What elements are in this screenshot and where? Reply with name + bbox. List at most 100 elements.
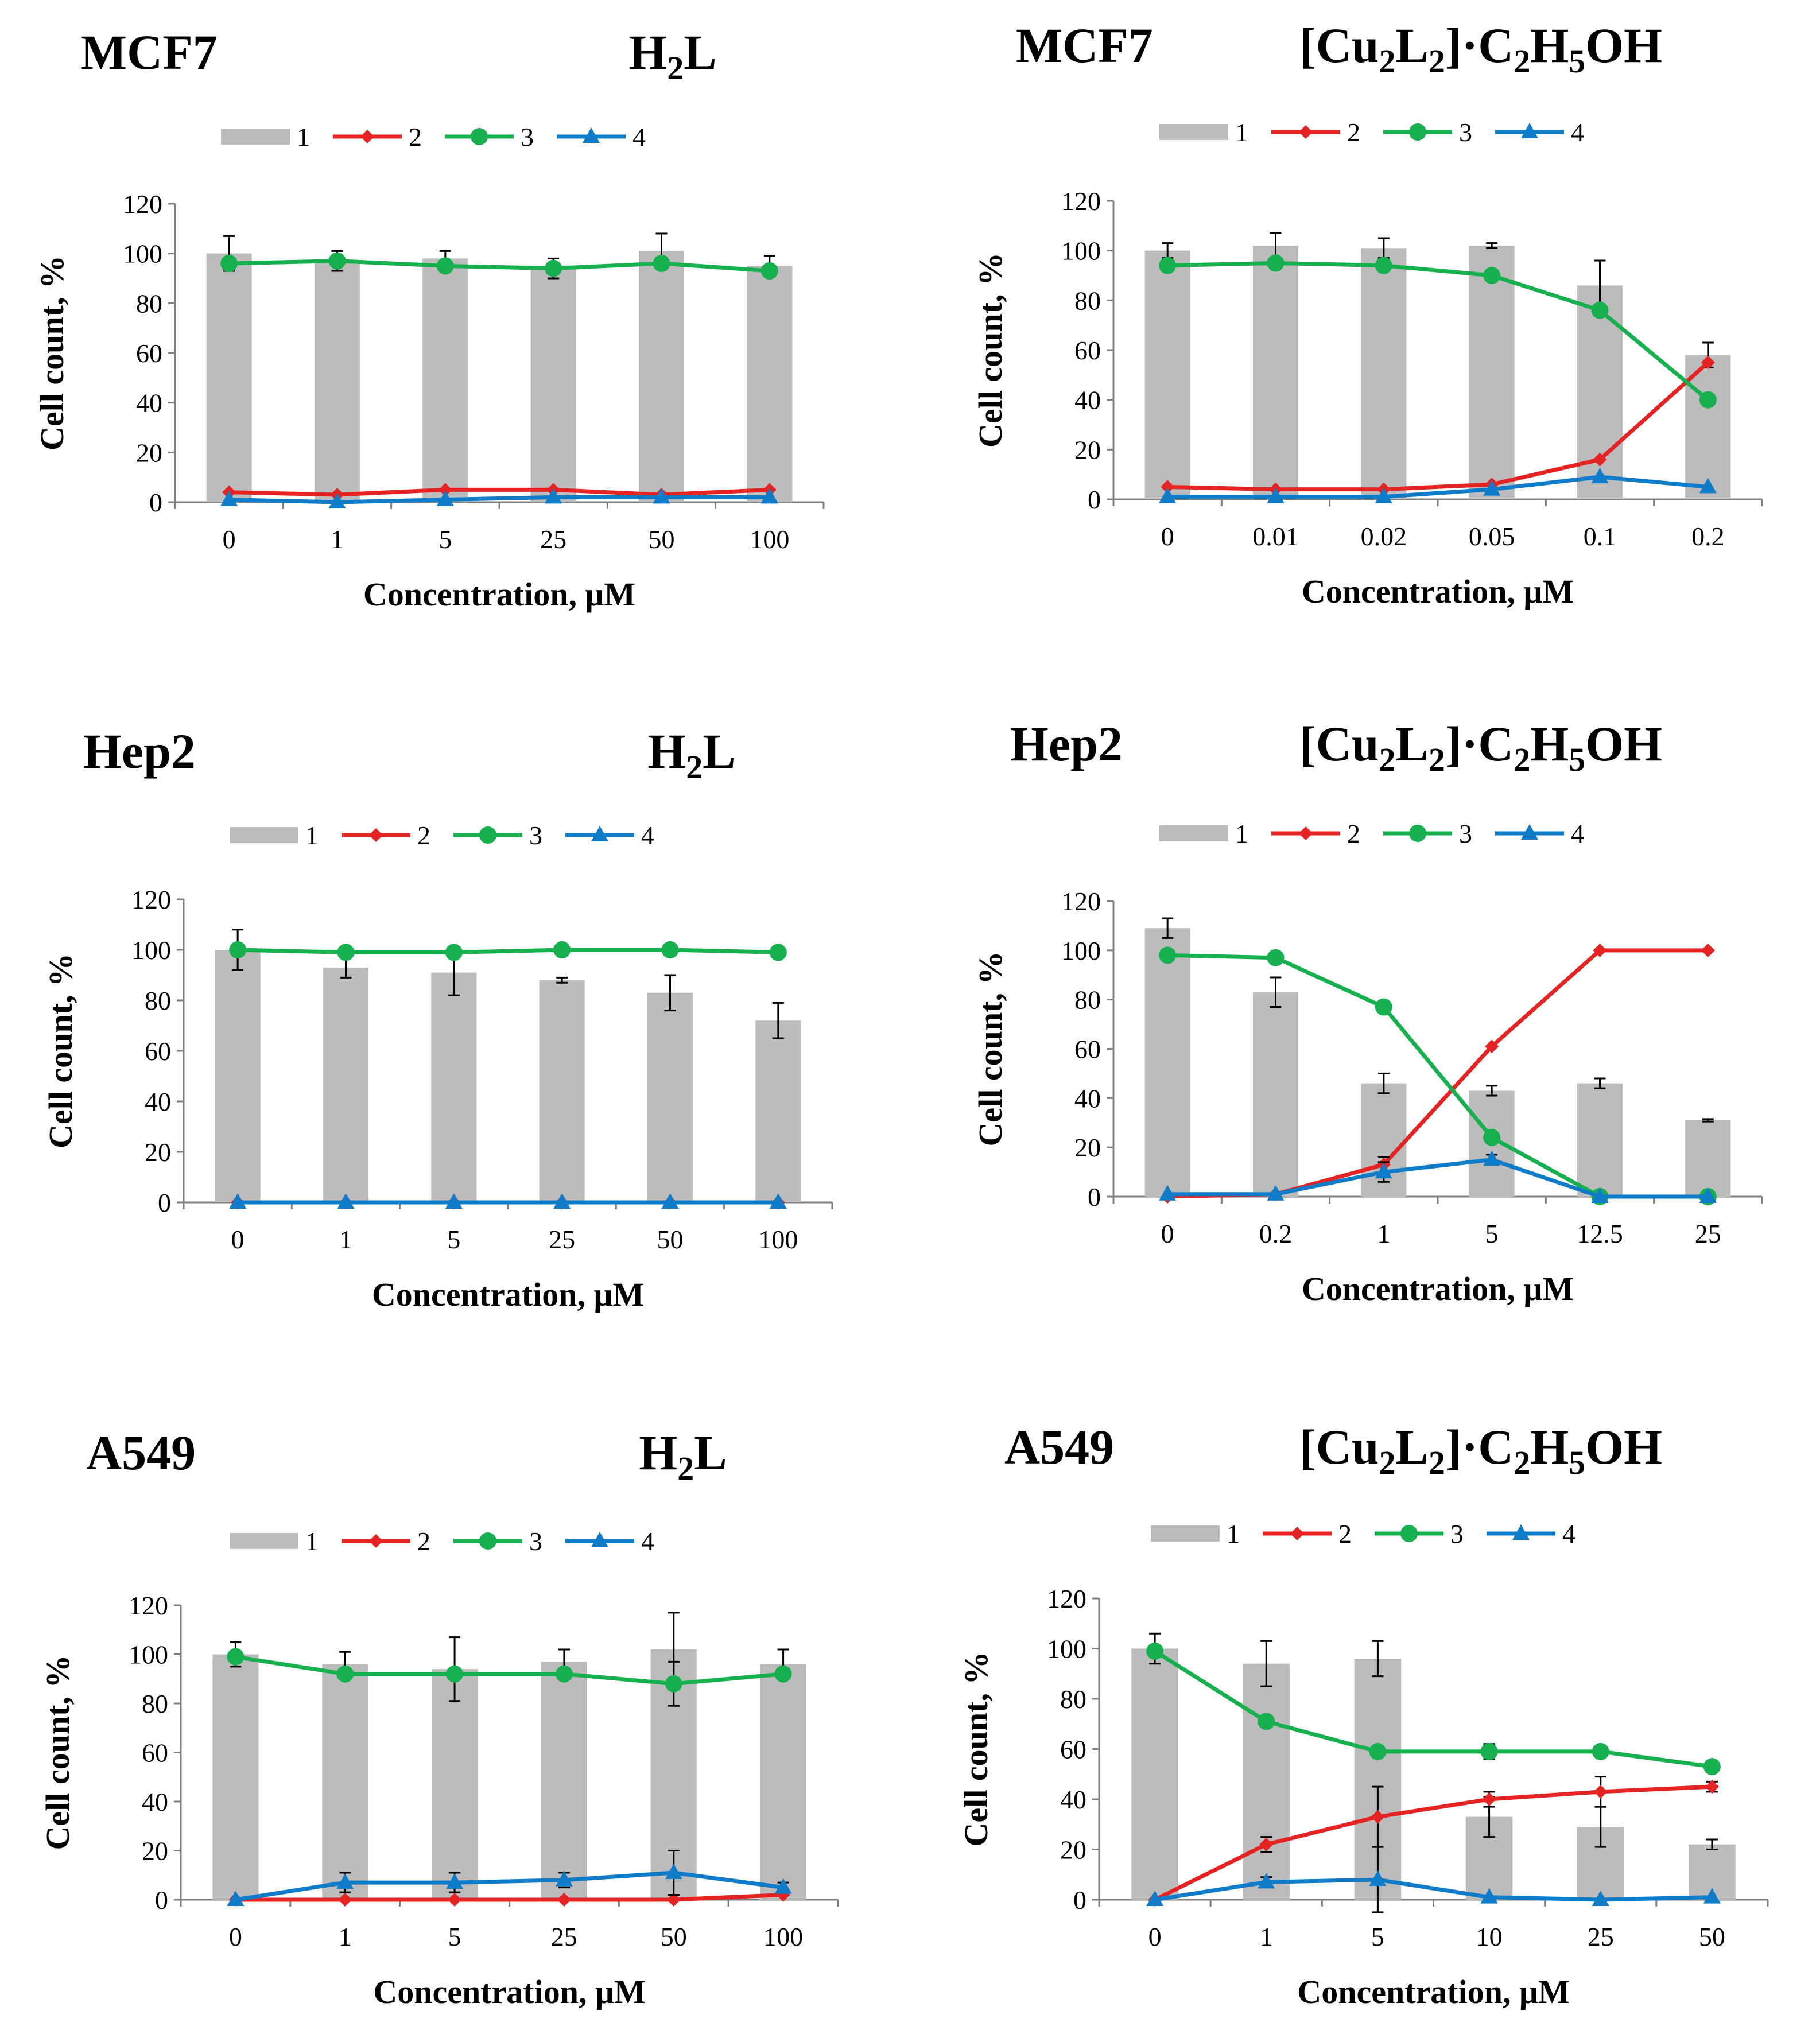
- cell-line-title: Hep2: [83, 724, 196, 779]
- y-tick-label: 40: [142, 1787, 168, 1816]
- series-3-point: [661, 941, 679, 958]
- formula-subscript: 2: [677, 1450, 694, 1487]
- series-4-point: [545, 488, 562, 504]
- cell-line-title: MCF7: [80, 25, 218, 80]
- formula-subscript: 2: [1514, 42, 1530, 80]
- series-4-point: [1159, 487, 1177, 503]
- y-tick-label: 100: [1047, 1635, 1086, 1664]
- formula-text: L: [1396, 716, 1429, 771]
- bar: [541, 1662, 587, 1900]
- legend-marker: [583, 127, 600, 143]
- y-tick-label: 100: [123, 239, 162, 269]
- legend-marker: [1521, 123, 1538, 138]
- compound-title: H2​L: [628, 25, 716, 87]
- chart-panel-6: A549[Cu2​L2​]·C2​H5​OH123402040608010012…: [957, 1419, 1769, 2010]
- series-4-point: [1591, 1187, 1609, 1203]
- bar: [206, 253, 252, 502]
- series-2-line: [235, 1892, 783, 1902]
- series-2-point: [666, 1893, 681, 1907]
- series-4-line: [1167, 475, 1709, 499]
- x-tick-label: 1: [339, 1922, 352, 1951]
- legend-marker: [1290, 1527, 1304, 1540]
- legend-swatch-bar: [221, 129, 290, 145]
- legend-swatch-bar: [1159, 825, 1228, 841]
- series-4-point: [436, 490, 454, 506]
- formula-text: OH: [1585, 1419, 1662, 1474]
- series-3-point: [1267, 254, 1285, 272]
- bar: [1243, 1663, 1290, 1900]
- formula-text: H: [1530, 1419, 1569, 1474]
- y-tick-label: 20: [142, 1837, 168, 1866]
- legend-label: 4: [641, 1527, 654, 1556]
- series-3-point: [328, 252, 346, 270]
- series-4-point: [1592, 1891, 1609, 1906]
- cell-line-title: A549: [1004, 1419, 1114, 1474]
- series-4-point: [760, 488, 778, 504]
- series-3-point: [553, 941, 571, 958]
- x-tick-label: 0.2: [1691, 522, 1725, 551]
- series-2-line: [1154, 1784, 1713, 1902]
- formula-subscript: 5: [1569, 42, 1585, 80]
- y-tick-label: 60: [145, 1037, 171, 1066]
- bar: [323, 967, 369, 1202]
- legend-label: 4: [1571, 819, 1584, 848]
- formula-text: H: [647, 724, 686, 779]
- y-tick-label: 60: [136, 339, 162, 368]
- series-4-point: [1375, 487, 1392, 503]
- x-tick-label: 1: [1260, 1922, 1273, 1951]
- formula-text: ]·C: [1445, 1419, 1514, 1474]
- legend-marker: [1521, 824, 1538, 840]
- legend-label: 4: [641, 821, 654, 850]
- legend-marker: [369, 828, 383, 842]
- y-tick-label: 40: [1060, 1785, 1086, 1814]
- bar: [212, 1654, 259, 1900]
- y-tick-label: 100: [131, 936, 171, 965]
- x-tick-label: 25: [549, 1225, 575, 1254]
- compound-title: [Cu2​L2​]·C2​H5​OH: [1299, 18, 1662, 80]
- series-2-point: [1259, 1837, 1274, 1851]
- series-3-point: [1480, 1742, 1498, 1760]
- series-3-point: [1375, 998, 1392, 1016]
- series-3-line: [238, 948, 778, 954]
- series-4-point: [1699, 478, 1717, 494]
- series-4-point: [336, 1873, 354, 1889]
- series-4-line: [235, 1870, 784, 1902]
- series-2-point: [1371, 1810, 1385, 1824]
- y-axis-title: Cell count, %: [972, 253, 1009, 448]
- formula-text: H: [1530, 716, 1569, 771]
- y-tick-label: 60: [1060, 1735, 1086, 1764]
- formula-text: H: [639, 1425, 677, 1480]
- bar: [1685, 355, 1731, 499]
- series-3-point: [1703, 1758, 1721, 1776]
- series-3-point: [436, 257, 454, 275]
- series-3-point: [555, 1665, 573, 1683]
- y-tick-label: 0: [158, 1188, 171, 1217]
- x-tick-label: 0: [1148, 1922, 1162, 1951]
- series-4-point: [1483, 480, 1501, 496]
- series-3-point: [220, 255, 238, 272]
- bar: [747, 266, 793, 502]
- y-tick-label: 40: [145, 1087, 171, 1116]
- formula-subscript: 2: [1514, 741, 1530, 778]
- x-tick-label: 25: [551, 1922, 577, 1951]
- series-3-line: [1167, 953, 1708, 1199]
- legend-label: 4: [1562, 1519, 1575, 1548]
- y-tick-label: 120: [131, 885, 171, 914]
- x-tick-label: 0.02: [1361, 522, 1407, 551]
- chart-panel-5: A549H2​L12340204060801001200152550100Con…: [39, 1425, 839, 2010]
- bar: [1252, 992, 1299, 1197]
- legend-marker: [591, 1532, 608, 1547]
- legend-marker: [1512, 1524, 1530, 1540]
- series-4-line: [229, 495, 770, 504]
- series-2-point: [1161, 480, 1175, 494]
- formula-text: L: [1396, 18, 1429, 73]
- legend-label: 2: [1338, 1519, 1352, 1548]
- x-axis-title: Concentration, μM: [363, 576, 635, 613]
- y-tick-label: 40: [1074, 386, 1101, 415]
- formula-text: [Cu: [1299, 716, 1379, 771]
- legend-label: 2: [1347, 819, 1360, 848]
- series-3-line: [229, 259, 770, 273]
- series-2-point: [1593, 1784, 1608, 1799]
- bar: [215, 950, 261, 1202]
